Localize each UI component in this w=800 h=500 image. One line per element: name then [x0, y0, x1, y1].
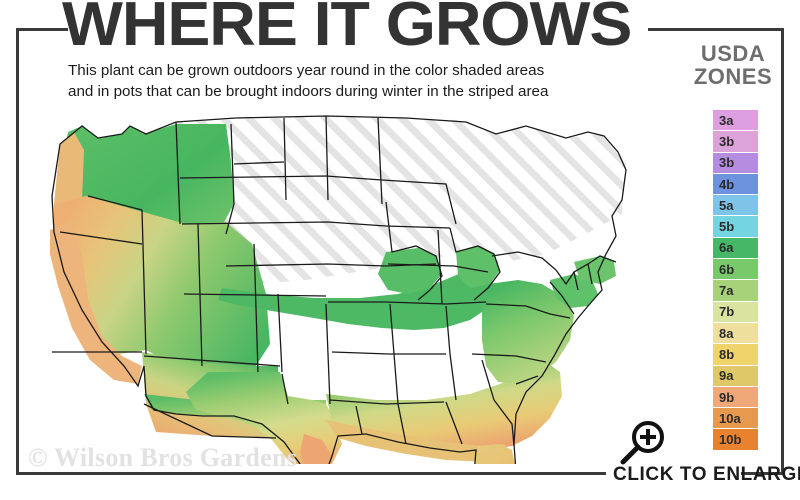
zone-swatch-3a-0: 3a [713, 110, 758, 132]
map-region-great-lakes [218, 246, 500, 330]
zone-swatch-5a-4: 5a [713, 195, 758, 217]
zone-swatch-5b-5: 5b [713, 216, 758, 238]
frame-border-top-right [648, 28, 784, 31]
zone-swatch-label: 7b [719, 304, 735, 320]
legend-title-line-1: USDA [700, 41, 766, 66]
subtitle: This plant can be grown outdoors year ro… [68, 60, 668, 102]
map-region-mid-atlantic [482, 256, 616, 384]
map-state-borders [51, 115, 627, 464]
zone-swatch-10b-15: 10b [713, 429, 758, 451]
zone-swatch-3b-2: 3b [713, 152, 758, 174]
zone-swatch-6a-6: 6a [713, 237, 758, 260]
click-to-enlarge-label[interactable]: CLICK TO ENLARGE [613, 464, 800, 485]
frame-border-top-left [16, 28, 68, 31]
legend-title: USDA ZONES [683, 42, 783, 88]
legend-title-line-2: ZONES [693, 64, 773, 89]
zone-swatch-label: 10b [719, 432, 742, 448]
usda-zone-map[interactable] [26, 104, 666, 464]
page-title: WHERE IT GROWS [62, 0, 632, 59]
zone-swatch-label: 10a [719, 410, 741, 426]
zone-swatch-label: 6a [719, 240, 734, 256]
frame-border-bottom-right [741, 472, 784, 475]
subtitle-line-2: and in pots that can be brought indoors … [68, 83, 549, 100]
zone-swatch-9b-13: 9b [713, 386, 758, 409]
magnifier-plus-icon[interactable] [614, 418, 670, 468]
zone-swatch-3b-1: 3b [713, 131, 758, 153]
zone-swatch-label: 3a [719, 112, 734, 128]
zone-swatch-4b-3: 4b [713, 173, 758, 196]
map-container[interactable] [26, 104, 666, 464]
zone-swatch-label: 8a [719, 325, 734, 341]
zone-swatch-label: 3b [719, 155, 735, 171]
zone-swatch-9a-12: 9a [713, 365, 758, 387]
zone-swatch-label: 4b [719, 176, 735, 192]
zone-swatch-7b-9: 7b [713, 301, 758, 323]
zone-swatch-8b-11: 8b [713, 344, 758, 366]
frame-border-bottom-left [16, 472, 606, 475]
zone-swatch-10a-14: 10a [713, 408, 758, 430]
zone-swatch-7a-8: 7a [713, 280, 758, 302]
zone-swatch-label: 8b [719, 346, 735, 362]
zone-swatch-label: 7a [719, 283, 734, 299]
zone-swatch-label: 5b [719, 219, 735, 235]
usda-zone-legend: 3a 3b 3b 4b 5a 5b 6a 6b 7a 7b 8a 8b 9a 9b 10a 10b [713, 110, 758, 451]
subtitle-line-1: This plant can be grown outdoors year ro… [68, 62, 545, 79]
zone-swatch-label: 3b [719, 133, 735, 149]
frame-border-right [781, 28, 784, 475]
zone-swatch-label: 9a [719, 368, 734, 384]
frame-border-left [16, 28, 19, 475]
zone-swatch-label: 6b [719, 261, 735, 277]
watermark: © Wilson Bros Gardens [28, 443, 298, 472]
zone-swatch-label: 9b [719, 389, 735, 405]
zone-swatch-6b-7: 6b [713, 259, 758, 281]
zone-swatch-label: 5a [719, 197, 734, 213]
zone-swatch-8a-10: 8a [713, 322, 758, 345]
